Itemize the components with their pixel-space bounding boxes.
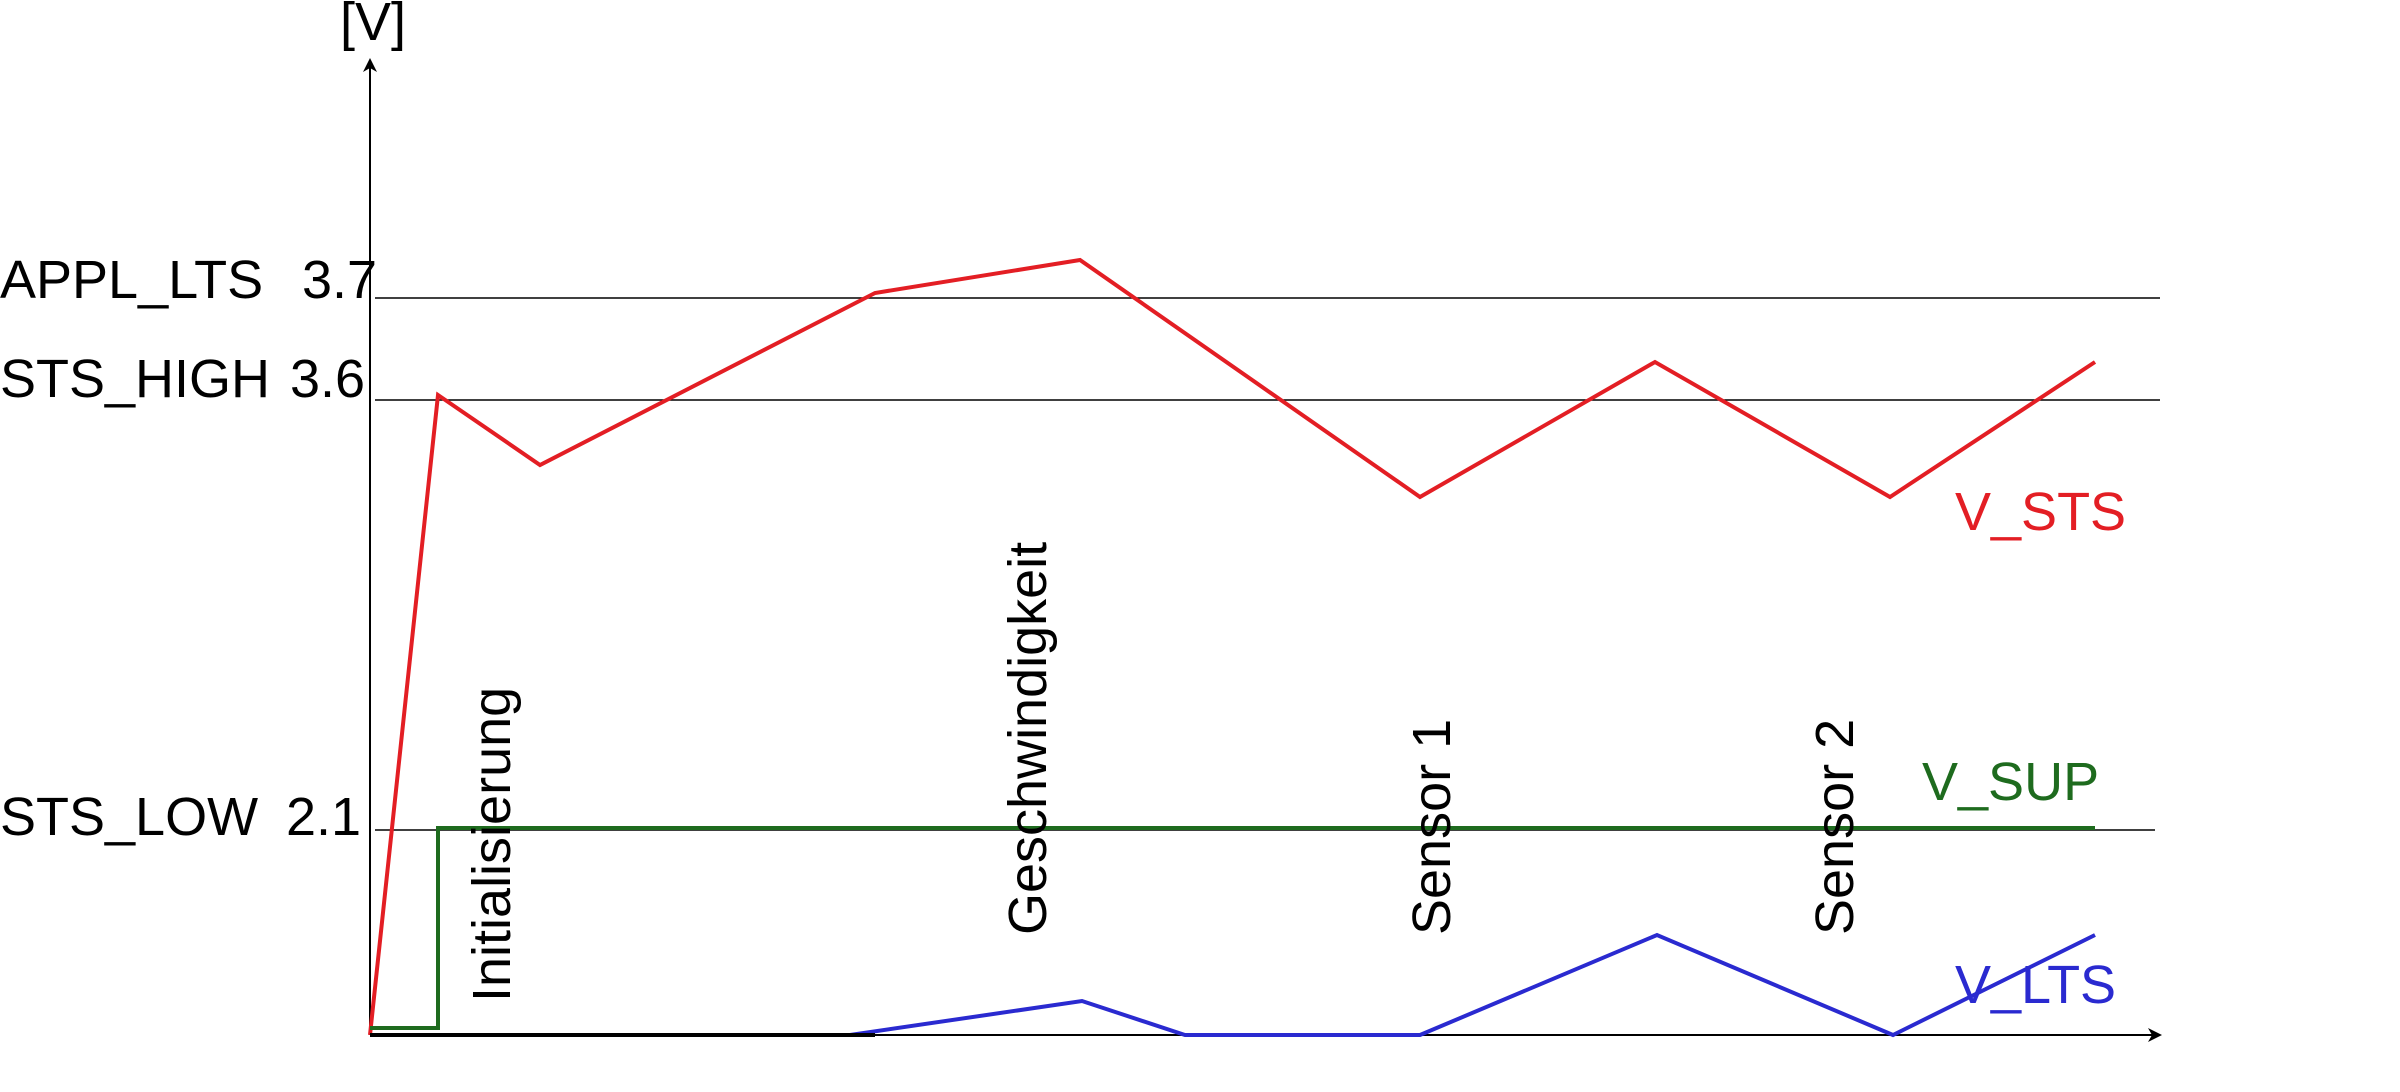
y-axis-unit-label: [V]: [340, 0, 406, 52]
threshold-value-sts-high: 3.6: [290, 349, 365, 409]
v-lts-curve: [370, 932, 2096, 1038]
v-sup-curve: [370, 826, 2095, 1030]
phase-label-initialisierung: Initialisierung: [462, 687, 522, 1002]
threshold-name-sts-high: STS_HIGH: [0, 349, 270, 409]
phase-label-geschwindigkeit: Geschwindigkeit: [998, 542, 1058, 935]
v-sts-curve: [368, 257, 2097, 1036]
threshold-value-appl-lts: 3.7: [302, 250, 377, 310]
series-label-v-lts: V_LTS: [1955, 955, 2116, 1015]
threshold-name-appl-lts: APPL_LTS: [0, 250, 263, 310]
threshold-value-sts-low: 2.1: [286, 787, 361, 847]
series-label-v-sup: V_SUP: [1922, 752, 2099, 812]
threshold-name-sts-low: STS_LOW: [0, 787, 258, 847]
series-label-v-sts: V_STS: [1955, 482, 2126, 542]
phase-label-sensor-2: Sensor 2: [1805, 719, 1865, 935]
phase-label-sensor-1: Sensor 1: [1402, 719, 1462, 935]
